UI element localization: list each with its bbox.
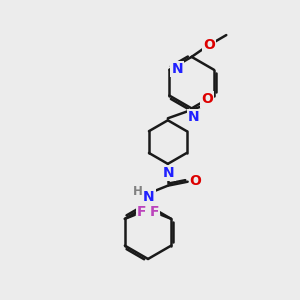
- Text: N: N: [171, 62, 183, 76]
- Text: F: F: [150, 205, 159, 219]
- Text: N: N: [163, 166, 175, 180]
- Text: N: N: [143, 190, 155, 204]
- Text: O: O: [203, 38, 215, 52]
- Text: N: N: [188, 110, 200, 124]
- Text: H: H: [133, 185, 143, 198]
- Text: F: F: [137, 205, 146, 219]
- Text: O: O: [201, 92, 213, 106]
- Text: O: O: [190, 174, 202, 188]
